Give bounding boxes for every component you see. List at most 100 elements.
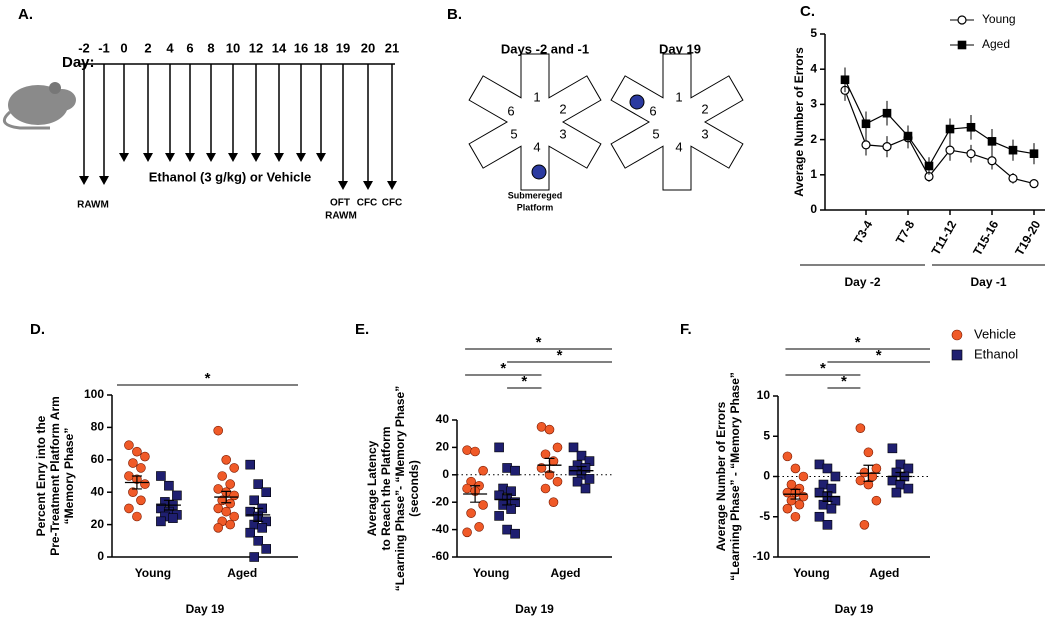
panel-label: C. — [800, 3, 815, 20]
x-axis-title: Day 19 — [186, 602, 225, 616]
arrow-head — [206, 153, 216, 162]
point — [494, 490, 504, 501]
point — [830, 471, 841, 482]
point — [861, 119, 871, 129]
point — [786, 479, 797, 490]
point — [221, 454, 231, 465]
y-tick-label: -60 — [432, 549, 450, 563]
day-number: 16 — [294, 40, 308, 55]
point — [136, 495, 146, 506]
significance-label: * — [205, 370, 211, 387]
point — [1029, 179, 1039, 189]
point — [552, 476, 563, 487]
arm-number: 2 — [701, 101, 708, 116]
error-bar — [131, 475, 142, 490]
point — [790, 511, 801, 522]
point — [1008, 173, 1018, 183]
point — [903, 463, 914, 474]
y-tick-label: 2 — [810, 132, 817, 146]
group-label: Day -1 — [970, 275, 1006, 289]
point — [124, 503, 134, 514]
panel-label: D. — [30, 321, 45, 338]
arm-number: 4 — [675, 139, 682, 154]
point — [1029, 149, 1039, 158]
point — [253, 535, 263, 546]
y-tick-label: -5 — [759, 509, 770, 523]
x-tick-label: T15-16 — [970, 218, 1001, 258]
point — [478, 500, 488, 510]
point — [882, 108, 892, 118]
point — [124, 440, 134, 451]
note: Ethanol (3 g/kg) or Vehicle — [149, 169, 312, 184]
point — [945, 124, 955, 134]
group-label: Day -2 — [844, 275, 880, 289]
point — [863, 447, 874, 458]
point — [156, 471, 166, 481]
y-tick-label: 20 — [436, 440, 450, 454]
point — [895, 479, 906, 490]
point — [510, 465, 520, 476]
arrow-head — [338, 181, 348, 190]
legend-marker — [957, 15, 967, 25]
x-tick-label: Young — [473, 566, 509, 580]
point — [494, 442, 504, 453]
point — [172, 490, 182, 501]
point — [544, 424, 555, 435]
y-tick-label: 3 — [810, 97, 817, 111]
x-tick-label: Young — [135, 566, 171, 580]
y-axis-title: Percent Enry into the — [34, 415, 48, 536]
significance-label: * — [855, 334, 861, 351]
point — [572, 476, 583, 487]
note: RAWM — [325, 211, 357, 222]
point — [168, 513, 178, 523]
point — [859, 519, 870, 530]
error-bar — [863, 464, 874, 482]
point — [257, 523, 268, 533]
maze-title: Day 19 — [659, 41, 701, 56]
point — [903, 483, 914, 494]
arrow-head — [296, 153, 306, 162]
point — [966, 149, 976, 159]
arrow-head — [165, 153, 175, 162]
significance-label: * — [876, 347, 882, 364]
point — [855, 475, 866, 486]
point — [782, 451, 793, 462]
legend-marker — [951, 349, 963, 361]
y-tick-label: 0 — [810, 202, 817, 216]
point — [826, 503, 837, 514]
point — [882, 142, 892, 152]
panel-label: F. — [680, 321, 692, 338]
point — [502, 524, 512, 535]
line — [844, 90, 1035, 185]
legend-marker — [951, 329, 963, 341]
legend-label: Aged — [982, 37, 1010, 51]
significance-label: * — [536, 334, 542, 351]
arrow-head — [143, 153, 153, 162]
point — [891, 487, 902, 498]
point — [790, 463, 801, 474]
point — [871, 495, 882, 506]
point — [924, 161, 934, 171]
point — [861, 140, 871, 150]
significance-label: * — [500, 360, 506, 377]
point — [225, 479, 235, 489]
arm-number: 1 — [675, 89, 682, 104]
error-bar — [790, 488, 801, 500]
arrow-head — [363, 181, 373, 190]
significance-label: * — [841, 373, 847, 390]
point — [855, 423, 866, 434]
arm-number: 5 — [652, 126, 659, 141]
y-tick-label: 0 — [97, 549, 104, 563]
point — [221, 506, 231, 517]
significance-label: * — [820, 360, 826, 377]
point — [261, 487, 272, 498]
point — [132, 511, 142, 522]
y-axis-title: Pre-Treatment Platform Arm — [48, 396, 62, 556]
arrow-head — [185, 153, 195, 162]
point — [502, 463, 512, 473]
legend-label: Vehicle — [974, 326, 1016, 341]
point — [245, 459, 255, 470]
point — [830, 495, 841, 506]
point — [462, 445, 472, 455]
